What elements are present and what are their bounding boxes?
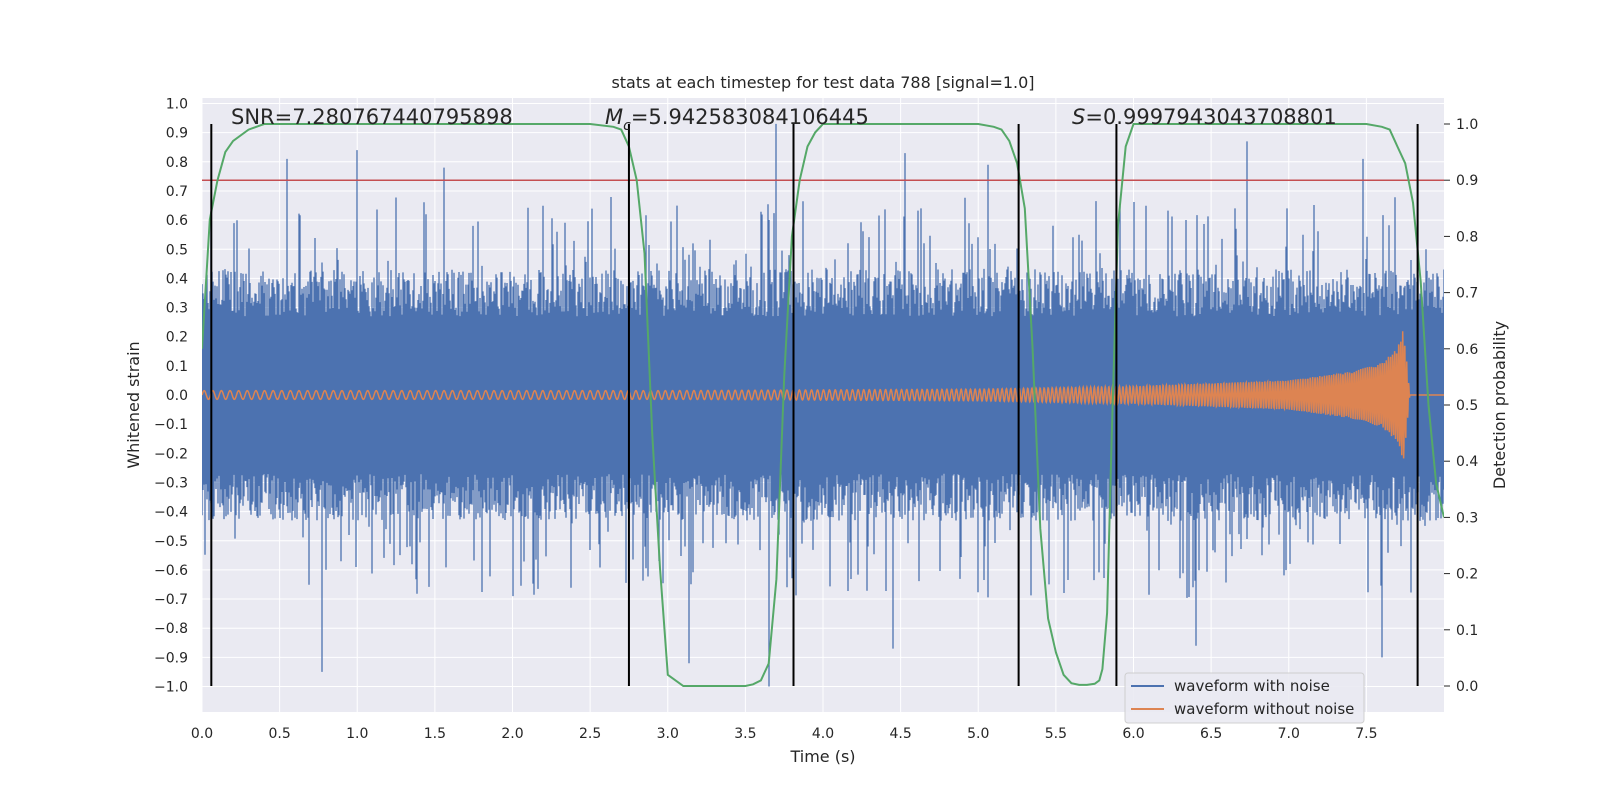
x-tick-label: 4.5 [889, 726, 911, 742]
y-right-tick-label: 0.6 [1456, 342, 1478, 358]
y-tick-label: −0.3 [154, 475, 188, 491]
x-tick-label: 6.0 [1122, 726, 1144, 742]
y-tick-label: 0.7 [166, 184, 188, 200]
y-right-tick-label: 0.2 [1456, 567, 1478, 583]
y-tick-label: 0.3 [166, 301, 188, 317]
y-axis-ticks: 1.0 0.9 0.8 0.7 0.6 0.5 0.4 0.3 0.2 0.1 0.0 −0.1 −0.… [154, 97, 188, 696]
detection-probability-line [202, 123, 1444, 687]
y-tick-label: −0.8 [154, 621, 188, 637]
legend: waveform with noise waveform without noi… [1124, 672, 1365, 724]
y-tick-label: −0.1 [154, 417, 188, 433]
x-tick-label: 5.0 [967, 726, 989, 742]
y-tick-label: 0.0 [166, 388, 188, 404]
y-axis-right-label: Detection probability [1490, 321, 1509, 489]
x-tick-label: 6.5 [1200, 726, 1222, 742]
y-tick-label: 0.6 [166, 213, 188, 229]
y-tick-label: −0.2 [154, 446, 188, 462]
x-tick-label: 4.0 [812, 726, 834, 742]
y-tick-label: −0.9 [154, 650, 188, 666]
y-tick-label: −0.4 [154, 505, 188, 521]
x-tick-label: 5.5 [1045, 726, 1067, 742]
y-tick-label: 0.2 [166, 330, 188, 346]
y-tick-label: 0.9 [166, 126, 188, 142]
y-tick-label: 0.5 [166, 242, 188, 258]
clean-waveform [202, 331, 1444, 459]
chirp-mass-value: =5.942583084106445 [631, 105, 869, 129]
y-tick-label: −1.0 [154, 680, 188, 696]
x-tick-label: 7.5 [1355, 726, 1377, 742]
x-tick-label: 3.5 [734, 726, 756, 742]
x-tick-label: 2.5 [579, 726, 601, 742]
y-tick-label: 1.0 [166, 97, 188, 113]
y-right-tick-label: 0.4 [1456, 454, 1478, 470]
x-tick-label: 3.0 [657, 726, 679, 742]
y-right-tick-label: 0.3 [1456, 510, 1478, 526]
snr-annotation: SNR=7.280767440795898 [231, 105, 513, 129]
detection-boundaries [210, 124, 1419, 686]
x-axis-label: Time (s) [789, 747, 855, 766]
chirp-mass-annotation: Mc=5.942583084106445 [605, 105, 869, 134]
y-right-tick-label: 0.5 [1456, 398, 1478, 414]
x-axis-ticks: 0.0 0.5 1.0 1.5 2.0 2.5 3.0 3.5 4.0 4.5 5.0 5.5 6.0 6… [191, 726, 1378, 742]
y-axis-right-ticks: 1.0 0.9 0.8 0.7 0.6 0.5 0.4 0.3 0.2 0.1 0.0 [1444, 117, 1478, 695]
y-right-tick-label: 0.8 [1456, 229, 1478, 245]
s-annotation: S=0.9997943043708801 [1072, 105, 1337, 129]
y-right-tick-label: 0.7 [1456, 286, 1478, 302]
y-tick-label: −0.5 [154, 534, 188, 550]
legend-label-noise: waveform with noise [1174, 677, 1330, 695]
y-tick-label: −0.6 [154, 563, 188, 579]
x-tick-label: 7.0 [1278, 726, 1300, 742]
x-tick-label: 0.0 [191, 726, 213, 742]
x-tick-label: 0.5 [268, 726, 290, 742]
y-tick-label: 0.8 [166, 155, 188, 171]
probability-series [202, 123, 1444, 687]
legend-label-clean: waveform without noise [1174, 700, 1354, 718]
chirp-mass-subscript: c [623, 118, 631, 134]
y-right-tick-label: 0.0 [1456, 679, 1478, 695]
x-tick-label: 1.5 [424, 726, 446, 742]
y-right-tick-label: 0.9 [1456, 173, 1478, 189]
x-tick-label: 1.0 [346, 726, 368, 742]
y-right-tick-label: 0.1 [1456, 623, 1478, 639]
y-tick-label: −0.7 [154, 592, 188, 608]
clean-series [202, 331, 1444, 459]
chirp-mass-symbol: M [605, 105, 623, 129]
s-value: =0.9997943043708801 [1085, 105, 1336, 129]
chart-title: stats at each timestep for test data 788… [611, 73, 1034, 92]
y-axis-label: Whitened strain [124, 341, 143, 468]
y-tick-label: 0.4 [166, 271, 188, 287]
y-right-tick-label: 1.0 [1456, 117, 1478, 133]
x-tick-label: 2.0 [501, 726, 523, 742]
legend-box [1124, 672, 1365, 724]
y-tick-label: 0.1 [166, 359, 188, 375]
s-symbol: S [1072, 105, 1085, 129]
